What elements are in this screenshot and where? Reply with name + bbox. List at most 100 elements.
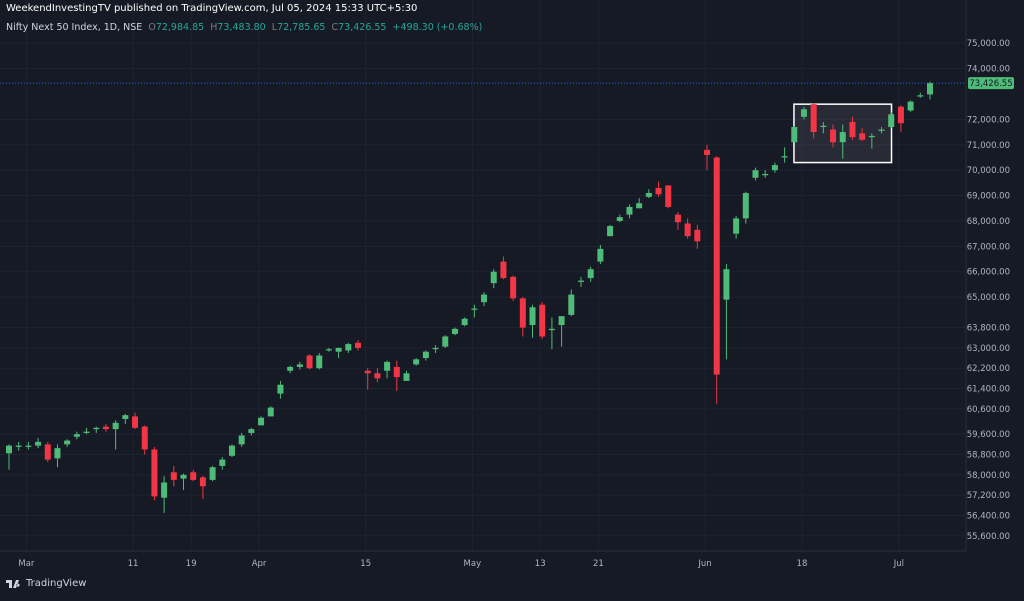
candle[interactable] — [587, 266, 594, 282]
candle-body[interactable] — [907, 101, 914, 111]
candle-body[interactable] — [481, 294, 488, 303]
candle[interactable] — [800, 106, 807, 120]
candle[interactable] — [287, 365, 294, 374]
candle-body[interactable] — [403, 373, 410, 381]
candle[interactable] — [762, 170, 769, 178]
candle-body[interactable] — [141, 426, 148, 450]
candle-body[interactable] — [384, 361, 391, 371]
candle-body[interactable] — [781, 156, 788, 158]
candle-body[interactable] — [762, 173, 769, 176]
candle[interactable] — [907, 100, 914, 112]
candle[interactable] — [422, 350, 429, 361]
candle-body[interactable] — [374, 373, 381, 379]
candle[interactable] — [849, 116, 856, 140]
candle[interactable] — [820, 121, 827, 134]
candle-body[interactable] — [432, 347, 439, 350]
candles[interactable] — [6, 81, 933, 513]
candle[interactable] — [868, 133, 875, 149]
candle-body[interactable] — [810, 104, 817, 133]
candle[interactable] — [723, 264, 730, 360]
candle[interactable] — [364, 368, 371, 390]
candle-body[interactable] — [500, 261, 507, 279]
candle[interactable] — [238, 432, 245, 447]
candle[interactable] — [655, 181, 662, 197]
candle-body[interactable] — [529, 307, 536, 326]
candle-body[interactable] — [248, 429, 255, 433]
candle[interactable] — [180, 473, 187, 491]
candle-body[interactable] — [190, 472, 197, 480]
candle-body[interactable] — [771, 165, 778, 171]
candle-body[interactable] — [723, 269, 730, 300]
candle-body[interactable] — [422, 351, 429, 359]
candle-body[interactable] — [393, 366, 400, 378]
candle-body[interactable] — [888, 114, 895, 128]
tradingview-logo[interactable]: TradingView — [6, 578, 86, 589]
candle[interactable] — [597, 245, 604, 265]
candle-body[interactable] — [442, 336, 449, 347]
candle[interactable] — [267, 406, 274, 417]
candle-body[interactable] — [93, 427, 100, 430]
candle-body[interactable] — [519, 298, 526, 328]
candle-body[interactable] — [733, 218, 740, 234]
candle-body[interactable] — [267, 407, 274, 417]
candle[interactable] — [539, 302, 546, 340]
candle-body[interactable] — [132, 416, 139, 428]
candle[interactable] — [15, 441, 22, 451]
candle[interactable] — [510, 275, 517, 301]
price-axis[interactable]: 75,000.00 74,000.00 72,000.00 71,000.00 70,0… — [967, 39, 1010, 542]
candle-body[interactable] — [316, 355, 323, 369]
candle-body[interactable] — [645, 193, 652, 197]
candle-body[interactable] — [820, 125, 827, 128]
candle[interactable] — [161, 476, 168, 513]
candle[interactable] — [25, 441, 32, 450]
candle[interactable] — [296, 361, 303, 370]
candle[interactable] — [897, 105, 904, 133]
candle-body[interactable] — [287, 366, 294, 371]
candle[interactable] — [432, 345, 439, 353]
candle[interactable] — [742, 191, 749, 224]
candle[interactable] — [704, 144, 711, 171]
candle[interactable] — [859, 128, 866, 141]
candle[interactable] — [442, 335, 449, 348]
candle[interactable] — [645, 189, 652, 199]
candle[interactable] — [209, 465, 216, 482]
candle-body[interactable] — [15, 445, 22, 447]
candle[interactable] — [577, 276, 584, 287]
candle[interactable] — [393, 360, 400, 392]
candle[interactable] — [791, 125, 798, 143]
candle[interactable] — [277, 380, 284, 399]
candle-body[interactable] — [859, 133, 866, 140]
candle[interactable] — [665, 185, 672, 209]
candle-body[interactable] — [655, 187, 662, 195]
candle-body[interactable] — [878, 129, 885, 131]
candle[interactable] — [112, 420, 119, 450]
candle-body[interactable] — [626, 206, 633, 215]
candle-body[interactable] — [151, 449, 158, 497]
candle-body[interactable] — [539, 304, 546, 337]
candle[interactable] — [927, 81, 933, 100]
candle-body[interactable] — [577, 280, 584, 282]
candle[interactable] — [325, 347, 332, 352]
candle[interactable] — [248, 427, 255, 436]
symbol-name[interactable]: Nifty Next 50 Index, 1D, NSE — [6, 22, 143, 33]
candle[interactable] — [54, 444, 61, 468]
candle-body[interactable] — [209, 467, 216, 480]
candle[interactable] — [548, 317, 555, 350]
candle[interactable] — [345, 342, 352, 353]
candle[interactable] — [771, 162, 778, 173]
candle[interactable] — [490, 269, 497, 289]
candle[interactable] — [73, 431, 80, 440]
candle[interactable] — [713, 156, 720, 404]
candle-body[interactable] — [451, 328, 458, 334]
candle-body[interactable] — [616, 217, 623, 221]
candle[interactable] — [888, 111, 895, 129]
candle-body[interactable] — [490, 271, 497, 284]
candle-body[interactable] — [548, 328, 555, 331]
candle-body[interactable] — [665, 185, 672, 207]
candle-body[interactable] — [73, 434, 80, 437]
candle-body[interactable] — [791, 127, 798, 143]
candle[interactable] — [93, 426, 100, 433]
candle-body[interactable] — [558, 316, 565, 326]
